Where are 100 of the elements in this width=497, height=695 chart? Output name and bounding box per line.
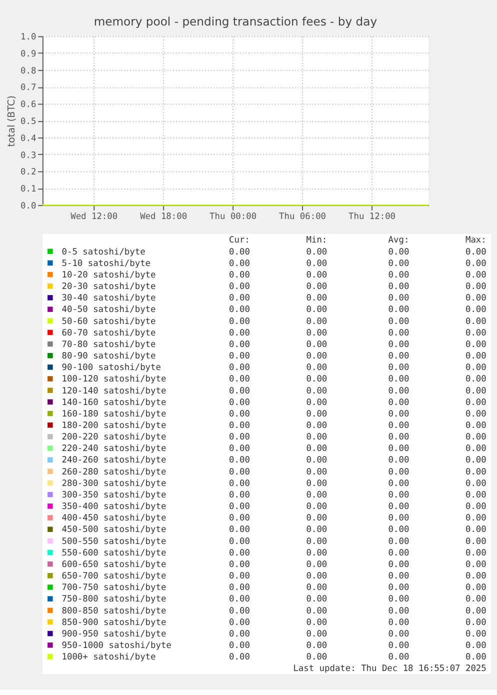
y-tick-label: 0.0 <box>20 201 36 212</box>
text: 0.00 <box>465 363 486 374</box>
text: 0.00 <box>229 652 250 663</box>
text: 0.00 <box>306 409 328 420</box>
text: 0.00 <box>306 606 328 616</box>
text: 0.00 <box>388 398 410 408</box>
legend-label: 850-900 satoshi/byte <box>62 618 166 628</box>
text: 0.00 <box>306 467 328 478</box>
text: 0.00 <box>306 514 328 524</box>
legend-label: 500-550 satoshi/byte <box>62 536 166 547</box>
text: Avg: <box>388 236 410 246</box>
legend-label: 160-180 satoshi/byte <box>62 409 166 420</box>
text: 0.00 <box>465 467 486 478</box>
x-tick-label: Wed 18:00 <box>140 212 188 222</box>
text: 0.00 <box>306 456 328 466</box>
text: 0.00 <box>388 294 410 304</box>
y-tick-label: 0.5 <box>20 117 36 128</box>
legend-label: 5-10 satoshi/byte <box>62 258 151 269</box>
text: 0.00 <box>465 444 486 454</box>
text: 0.00 <box>465 432 486 443</box>
text: 0.00 <box>306 536 328 547</box>
x-tick-label: Thu 12:00 <box>348 212 396 222</box>
legend-label: 900-950 satoshi/byte <box>62 629 166 640</box>
y-tick-label: 1.0 <box>20 32 36 43</box>
text: 0.00 <box>388 583 410 594</box>
text: 0.00 <box>229 270 250 280</box>
text: 0.00 <box>306 363 328 374</box>
text: 0.00 <box>229 629 250 640</box>
legend-label: 750-800 satoshi/byte <box>62 594 166 605</box>
y-tick-label: 0.4 <box>20 134 36 144</box>
text: 0.00 <box>465 420 486 431</box>
text: 0.00 <box>388 316 410 327</box>
y-tick-label: 0.1 <box>20 184 36 195</box>
text: 0.00 <box>465 572 486 582</box>
legend-label: 200-220 satoshi/byte <box>62 432 166 443</box>
text: 0.00 <box>229 456 250 466</box>
text: 0.00 <box>229 328 250 338</box>
text: 0.00 <box>229 340 250 350</box>
text: 0.00 <box>229 641 250 652</box>
text: 0.00 <box>388 305 410 316</box>
text: 0.00 <box>465 652 486 663</box>
text: 0.00 <box>388 386 410 396</box>
text: 0.00 <box>306 652 328 663</box>
x-tick-label: Thu 06:00 <box>279 212 326 222</box>
text: 0.00 <box>388 572 410 582</box>
legend-label: 700-750 satoshi/byte <box>62 583 166 594</box>
legend-label: 180-200 satoshi/byte <box>62 420 166 431</box>
text: 0.00 <box>229 536 250 547</box>
text: 0.00 <box>306 583 328 594</box>
text: 0.00 <box>229 352 250 362</box>
text: 0.00 <box>306 629 328 640</box>
text: 0.00 <box>229 294 250 304</box>
text: 0.00 <box>388 374 410 385</box>
text: 0.00 <box>465 594 486 605</box>
text: 0.00 <box>306 247 328 258</box>
text: 0.00 <box>465 409 486 420</box>
text: 0.00 <box>388 478 410 489</box>
text: 0.00 <box>306 328 328 338</box>
text: 0.00 <box>229 490 250 500</box>
y-tick-label: 0.3 <box>20 150 36 161</box>
text: Cur: <box>229 236 250 246</box>
text: 0.00 <box>306 374 328 385</box>
chart-title: memory pool - pending transaction fees - by day <box>94 14 378 29</box>
text: 0.00 <box>306 432 328 443</box>
text: 0.00 <box>465 398 486 408</box>
y-tick-label: 0.7 <box>20 83 36 94</box>
text: 0.00 <box>388 247 410 258</box>
legend-label: 650-700 satoshi/byte <box>62 572 166 582</box>
text: 0.00 <box>229 409 250 420</box>
legend-label: 950-1000 satoshi/byte <box>62 641 172 652</box>
text: 0.00 <box>229 258 250 269</box>
legend-label: 120-140 satoshi/byte <box>62 386 166 396</box>
text: 0.00 <box>306 560 328 570</box>
legend-label: 100-120 satoshi/byte <box>62 374 166 385</box>
text: 0.00 <box>465 282 486 292</box>
text: 0.00 <box>229 560 250 570</box>
text: 0.00 <box>388 618 410 628</box>
text: 0.00 <box>465 583 486 594</box>
text: 0.00 <box>229 444 250 454</box>
text: Max: <box>465 236 486 246</box>
text: 0.00 <box>465 258 486 269</box>
text: 0.00 <box>465 560 486 570</box>
text: 0.00 <box>388 352 410 362</box>
text: 0.00 <box>229 606 250 616</box>
text: 0.00 <box>388 363 410 374</box>
text: 0.00 <box>465 305 486 316</box>
y-tick-label: 0.6 <box>20 100 36 110</box>
text: 0.00 <box>388 282 410 292</box>
y-axis-title: total (BTC) <box>6 95 18 147</box>
text: 0.00 <box>388 502 410 512</box>
text: 0.00 <box>465 536 486 547</box>
text: 0.00 <box>465 247 486 258</box>
text: 0.00 <box>465 548 486 558</box>
text: 0.00 <box>306 478 328 489</box>
y-tick-label: 0.9 <box>20 49 36 60</box>
text: 0.00 <box>388 560 410 570</box>
text: 0.00 <box>465 606 486 616</box>
x-tick-label: Thu 00:00 <box>210 212 257 222</box>
legend-label: 0-5 satoshi/byte <box>62 247 146 258</box>
text: 0.00 <box>229 363 250 374</box>
